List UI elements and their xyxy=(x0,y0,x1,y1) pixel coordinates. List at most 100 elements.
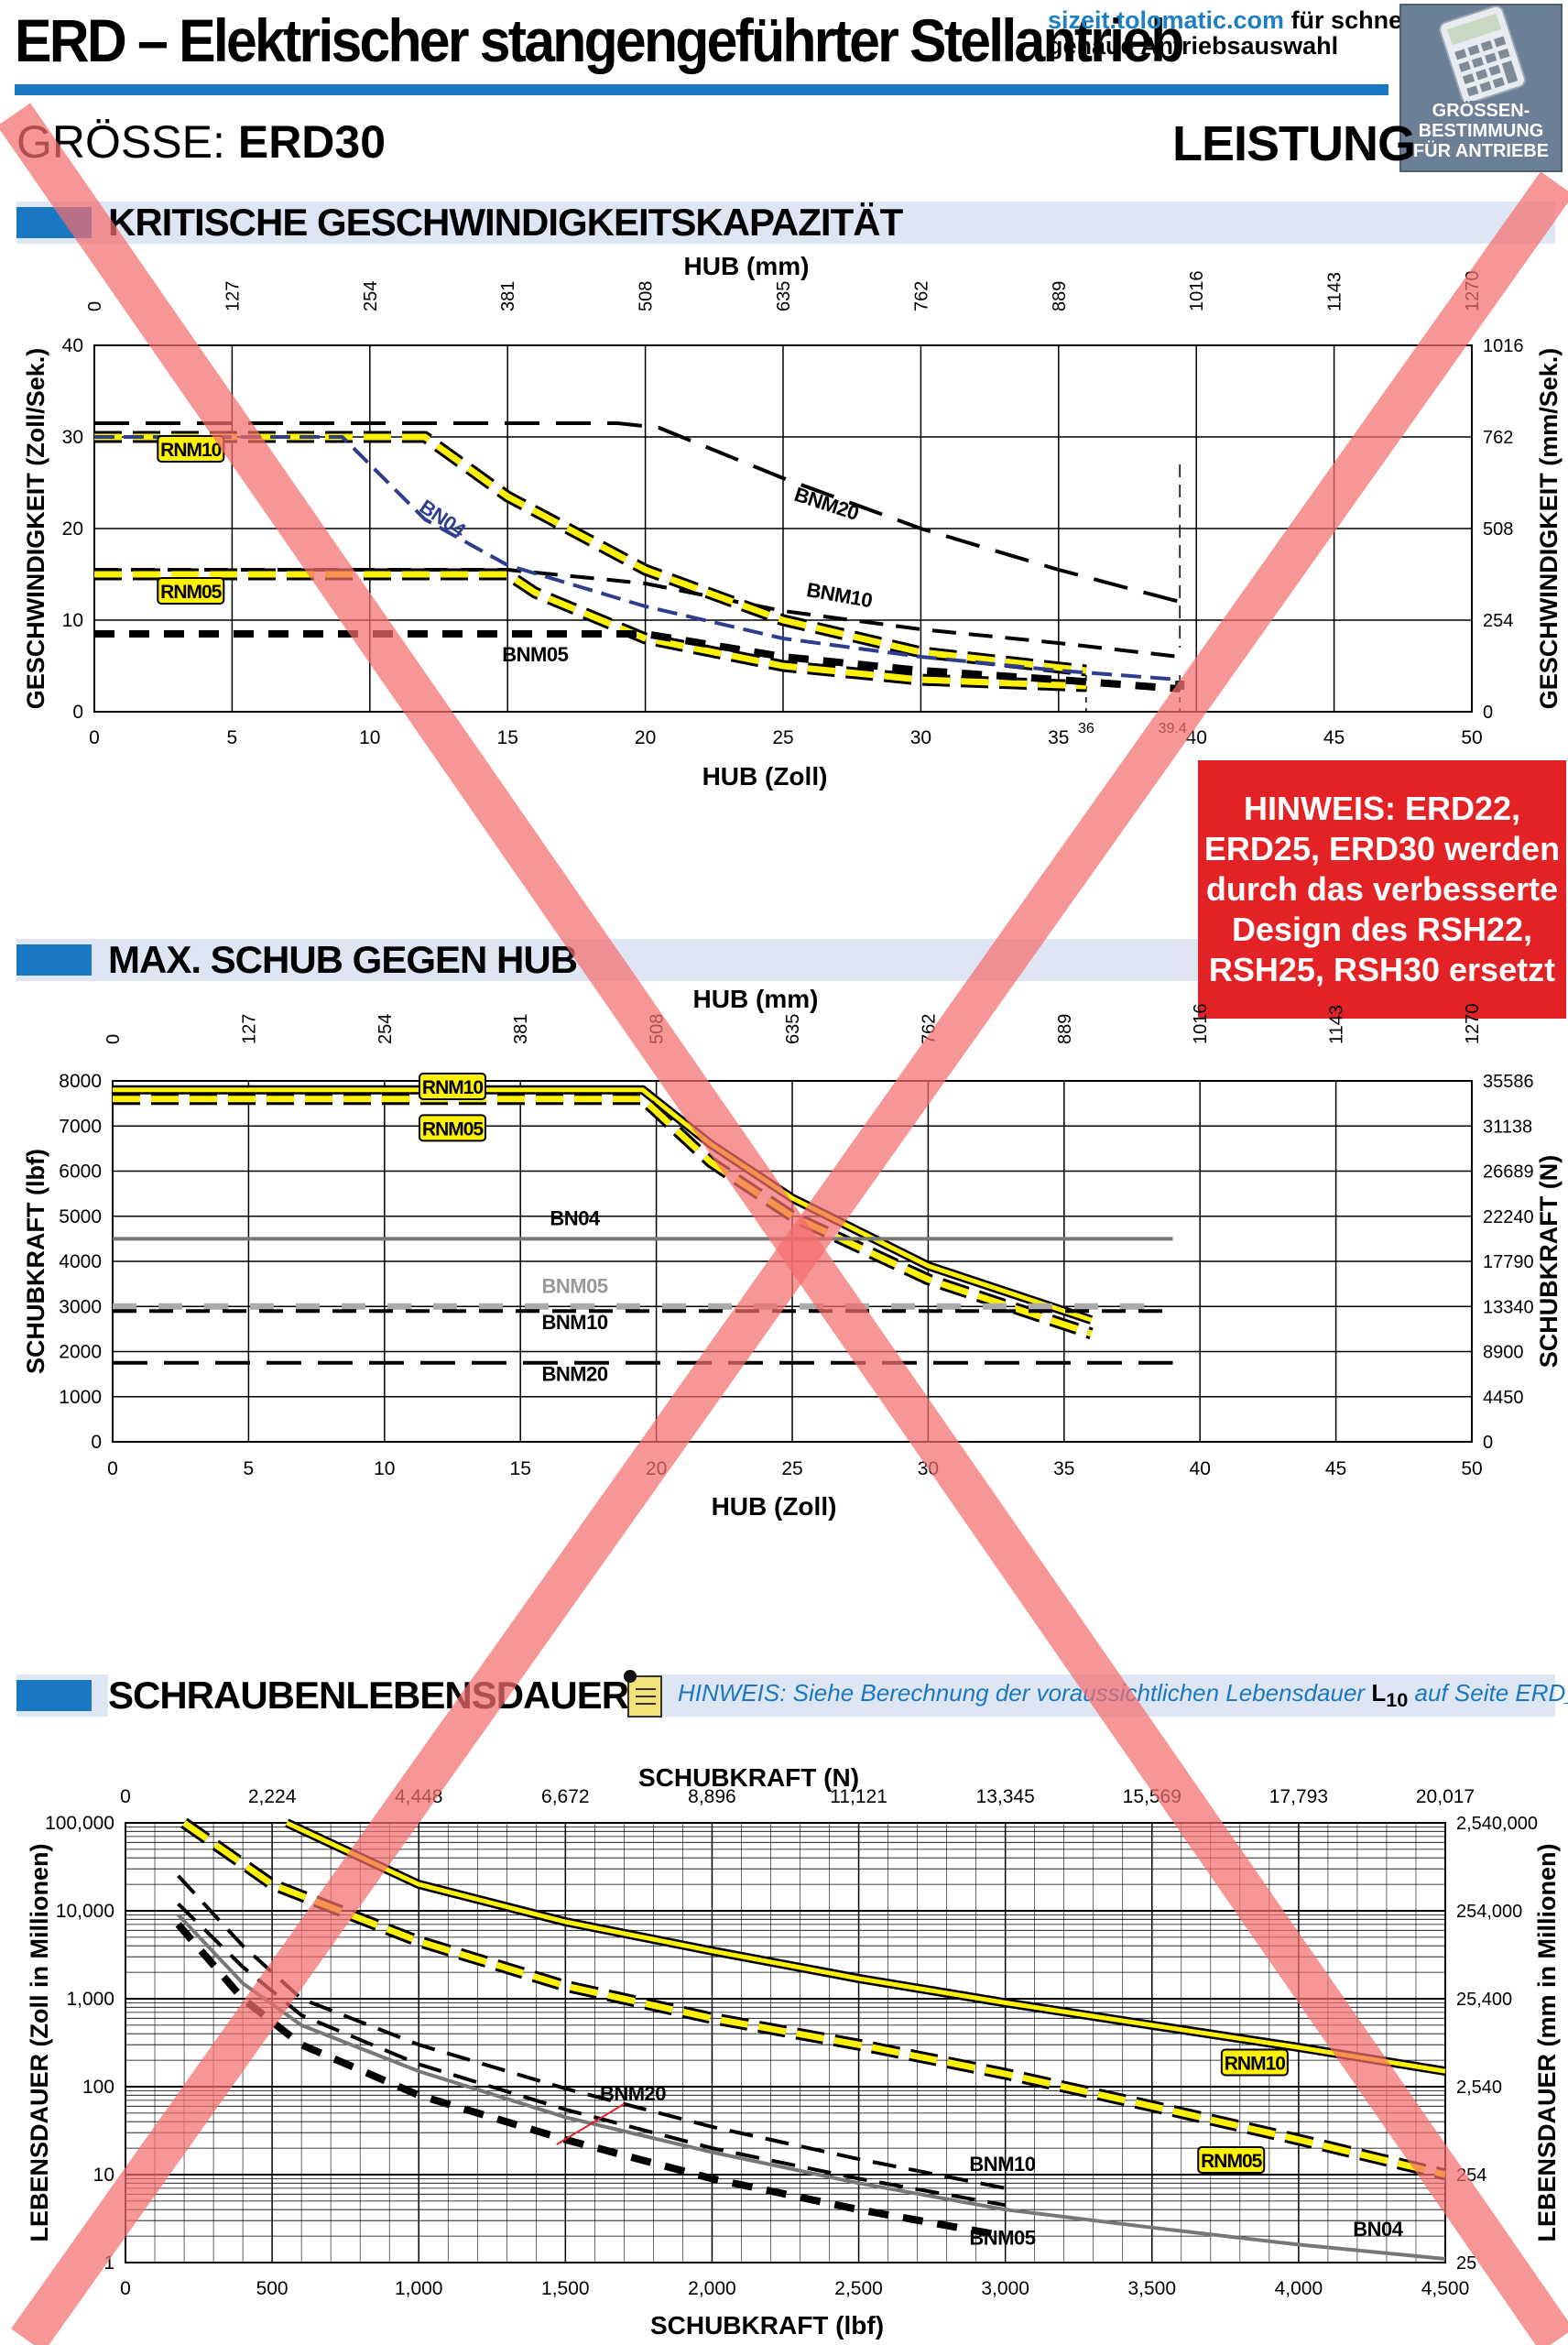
page-title: ERD – Elektrischer stangengeführter Stel… xyxy=(15,6,1184,74)
x-tick-label: 20 xyxy=(635,727,656,748)
plot-frame xyxy=(125,1822,1446,2263)
series-tag xyxy=(157,577,225,605)
replacement-note: HINWEIS: ERD22, ERD25, ERD30 werden durch … xyxy=(1198,760,1566,1019)
x-tick-label: 35 xyxy=(1048,727,1069,748)
x2-tick-label: 1143 xyxy=(1325,272,1345,311)
x2-tick-label: 20,017 xyxy=(1416,1786,1475,1807)
calculator-icon xyxy=(1439,5,1526,101)
x-tick-label: 15 xyxy=(497,727,518,748)
x-axis-title: HUB (Zoll) xyxy=(702,762,828,791)
series-label: RNM05 xyxy=(1201,2151,1263,2172)
x-tick-label: 40 xyxy=(1190,1458,1211,1479)
x2-tick-label: 13,345 xyxy=(976,1786,1035,1807)
x2-tick-label: 2,224 xyxy=(248,1786,297,1807)
series-tag xyxy=(1220,2048,1289,2077)
y2-tick-label: 8900 xyxy=(1483,1343,1524,1363)
x-axis-title: SCHUBKRAFT (lbf) xyxy=(650,2311,884,2340)
section-life: SCHRAUBENLEBENSDAUER xyxy=(16,1674,1555,1717)
x-tick-label: 45 xyxy=(1323,727,1345,748)
y2-tick-label: 25 xyxy=(1456,2253,1476,2274)
series-line-bnm10 xyxy=(177,1902,1007,2208)
y-tick-label: 100,000 xyxy=(45,1813,114,1834)
x2-tick-label: 762 xyxy=(911,281,931,311)
calc-badge-text: GRÖSSEN- BESTIMMUNG FÜR ANTRIEBE xyxy=(1412,101,1550,161)
y-tick-label: 40 xyxy=(62,335,83,356)
x-tick-label: 35 xyxy=(1053,1458,1074,1479)
series-line-rnm10-fill xyxy=(286,1820,1446,2074)
x-axis-title: HUB (Zoll) xyxy=(712,1492,837,1521)
series-line-rnm10-fill xyxy=(94,433,1087,674)
y2-axis-title: GESCHWINDIGKEIT (mm/Sek.) xyxy=(1535,348,1563,710)
y2-tick-label: 35586 xyxy=(1483,1072,1534,1092)
y-tick-label: 30 xyxy=(62,427,83,448)
x2-tick-label: 127 xyxy=(223,281,243,311)
x2-tick-label: 0 xyxy=(120,1786,131,1807)
x-tick-label: 0 xyxy=(107,1458,118,1479)
y2-tick-label: 254,000 xyxy=(1456,1902,1522,1922)
label-pointer xyxy=(556,2103,625,2145)
x-tick-label: 3,000 xyxy=(981,2278,1029,2299)
series-line-bnm20 xyxy=(94,421,1181,604)
x-tick-label: 5 xyxy=(227,727,238,748)
section-speed: KRITISCHE GESCHWINDIGKEITSKAPAZITÄT xyxy=(16,202,1555,244)
x-tick-label: 2,000 xyxy=(688,2278,736,2299)
series-line-bn04 xyxy=(94,435,1181,682)
sizing-calculator-badge[interactable]: GRÖSSEN- BESTIMMUNG FÜR ANTRIEBE xyxy=(1399,4,1563,172)
series-line-rnm05-fill xyxy=(94,571,1087,690)
y-tick-label: 10 xyxy=(93,2165,114,2186)
x-tick-label: 1,500 xyxy=(541,2278,590,2299)
series-label: BNM05 xyxy=(969,2226,1035,2249)
series-label: RNM05 xyxy=(422,1118,485,1140)
note-icon xyxy=(624,1670,662,1718)
y2-tick-label: 4450 xyxy=(1483,1388,1524,1408)
sizing-link-text: sizeit.tolomatic.com für schnelle, genau… xyxy=(1048,7,1437,59)
x2-tick-label: 6,672 xyxy=(541,1786,590,1807)
x2-tick-label: 1270 xyxy=(1463,1004,1483,1045)
x2-tick-label: 17,793 xyxy=(1269,1786,1328,1807)
x-tick-label: 45 xyxy=(1325,1458,1346,1479)
y2-tick-label: 26689 xyxy=(1483,1162,1534,1183)
x2-axis-title: SCHUBKRAFT (N) xyxy=(638,1763,859,1792)
y2-tick-label: 1016 xyxy=(1483,336,1524,356)
x2-tick-label: 1016 xyxy=(1191,1004,1211,1045)
series-label: RNM10 xyxy=(1225,2053,1286,2074)
y2-axis-title: LEBENSDAUER (mm in Millionen) xyxy=(1533,1843,1561,2241)
y-tick-label: 10,000 xyxy=(56,1901,114,1922)
y-tick-label: 7000 xyxy=(59,1116,102,1137)
x2-tick-label: 254 xyxy=(361,281,381,311)
series-line-bnm05 xyxy=(94,630,1181,693)
sizing-link[interactable]: sizeit.tolomatic.com xyxy=(1048,6,1285,34)
series-label: BNM10 xyxy=(542,1311,608,1334)
y2-tick-label: 0 xyxy=(1483,1433,1493,1453)
y-tick-label: 2000 xyxy=(59,1342,102,1363)
series-label: RNM05 xyxy=(160,582,223,603)
x-tick-label: 25 xyxy=(772,727,793,748)
y-axis-title: GESCHWINDIGKEIT (Zoll/Sek.) xyxy=(22,348,49,710)
x2-tick-label: 0 xyxy=(103,1034,124,1044)
x2-tick-label: 1143 xyxy=(1327,1005,1347,1044)
y2-tick-label: 508 xyxy=(1483,519,1513,540)
x2-tick-label: 508 xyxy=(637,281,657,311)
y2-tick-label: 762 xyxy=(1483,428,1513,448)
series-label: BNM20 xyxy=(542,1363,608,1386)
y-tick-label: 4000 xyxy=(59,1251,102,1272)
series-label: RNM10 xyxy=(422,1077,484,1098)
x-tick-label: 3,500 xyxy=(1127,2278,1176,2299)
x-tick-label: 4,500 xyxy=(1421,2278,1470,2299)
x2-tick-label: 1016 xyxy=(1187,271,1207,312)
y-axis-title: LEBENSDAUER (Zoll in Millionen) xyxy=(26,1844,53,2242)
x-tick-label: 5 xyxy=(244,1458,255,1479)
link-subline: genaue Antriebsauswahl xyxy=(1048,32,1339,60)
x-tick-label: 25 xyxy=(781,1458,802,1479)
y2-tick-label: 254 xyxy=(1483,611,1513,631)
y2-tick-label: 0 xyxy=(1483,703,1493,723)
series-label: BNM10 xyxy=(969,2153,1035,2176)
x2-tick-label: 635 xyxy=(783,1014,803,1044)
plot-frame xyxy=(112,1080,1473,1443)
y-tick-label: 20 xyxy=(62,518,83,540)
x2-tick-label: 381 xyxy=(498,281,518,311)
performance-label: LEISTUNG xyxy=(1172,116,1416,171)
y-tick-label: 3000 xyxy=(59,1296,102,1317)
x2-tick-label: 381 xyxy=(511,1014,531,1044)
